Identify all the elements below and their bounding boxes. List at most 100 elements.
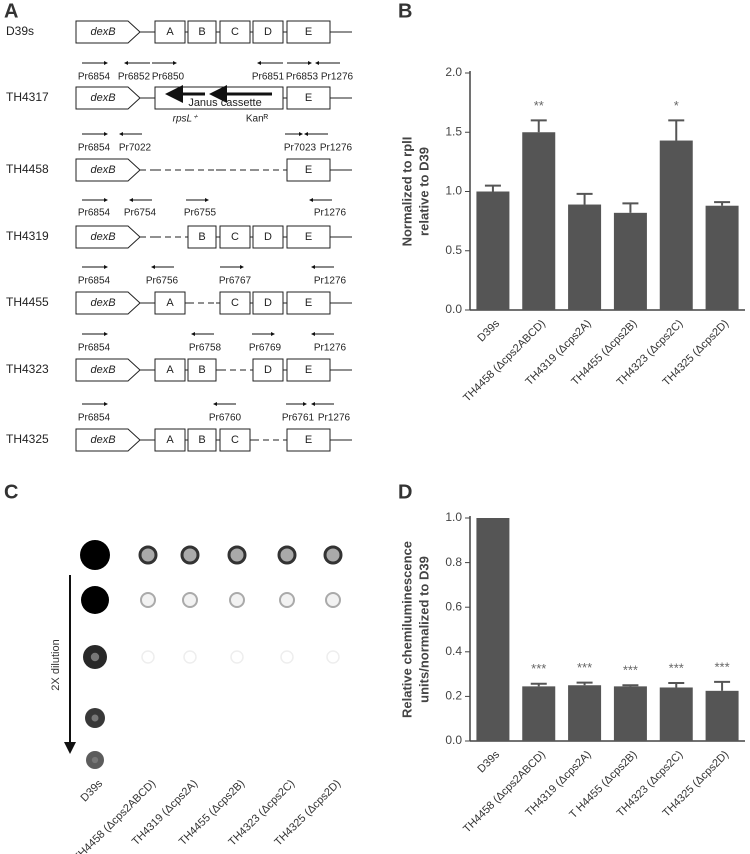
significance: *** [623,663,638,678]
construct-name: TH4458 [6,162,49,176]
panel-label: B [398,0,412,22]
gene-box [219,291,251,315]
dexb-gene [75,225,141,249]
gene-label: dexB [90,434,115,446]
primer-label: Pr6854 [78,143,111,154]
gene-box [252,225,284,249]
blot-dot [227,545,247,565]
gene-box [252,291,284,315]
bar [568,204,602,310]
bar [476,191,510,310]
gene-label: dexB [90,231,115,243]
significance: ** [534,98,544,113]
gene-label: D [264,231,272,243]
blot-dot [325,592,341,608]
primer-label: Pr7022 [119,143,152,154]
gene-label: E [305,231,312,243]
primer-label: Pr1276 [314,276,347,287]
y-axis-label: Relative chemiluminescence [399,541,414,718]
primer-label: Pr6767 [219,276,252,287]
gene-label: dexB [90,297,115,309]
gene-box [252,358,284,382]
primer-label: Pr1276 [318,413,351,424]
gene-label: D [264,364,272,376]
primer-label: Pr6769 [249,343,282,354]
panel-label: A [4,0,18,22]
marker-label: Kanᴿ [246,114,269,125]
gene-box [286,291,331,315]
construct-name: TH4323 [6,362,49,376]
gene-label: E [305,434,312,446]
gene-box [286,358,331,382]
primer-label: Pr6756 [146,276,179,287]
primer-label: Pr6854 [78,413,111,424]
construct-name: TH4325 [6,432,49,446]
y-tick-label: 2.0 [445,65,462,79]
y-tick-label: 0.8 [445,555,462,569]
gene-label: dexB [90,92,115,104]
blot-dot [183,650,197,664]
gene-box [219,428,251,452]
dexb-gene [75,86,141,110]
lane-label: D39s [79,777,106,804]
significance: *** [531,661,546,676]
blot-dot [180,545,200,565]
y-axis-label: relative to D39 [416,147,431,236]
y-tick-label: 0.5 [445,243,462,257]
gene-box [187,428,217,452]
gene-label: A [166,26,174,38]
gene-box [219,225,251,249]
blot-dot-center [90,652,100,662]
blot-dot [326,650,340,664]
y-tick-label: 1.5 [445,124,462,138]
gene-box [187,358,217,382]
gene-label: E [305,297,312,309]
gene-label: B [198,231,205,243]
bar [568,685,602,741]
blot-dot [230,650,244,664]
bar [705,205,739,310]
primer-label: Pr6754 [124,208,157,219]
gene-label: dexB [90,164,115,176]
bar [659,140,693,310]
primer-label: Pr1276 [321,72,354,83]
cassette-label: Janus cassette [188,97,261,109]
gene-box [187,225,217,249]
blot-dot [323,545,343,565]
y-tick-label: 1.0 [445,184,462,198]
x-tick-label: TH4458 (Δcps2ABCD) [461,749,548,836]
y-axis-label: units/normalized to D39 [416,556,431,703]
gene-label: E [305,364,312,376]
y-tick-label: 0.0 [445,302,462,316]
gene-label: C [231,26,239,38]
gene-label: A [166,364,174,376]
dexb-gene [75,428,141,452]
gene-label: E [305,164,312,176]
primer-label: Pr6758 [189,343,222,354]
blot-dot [81,586,109,614]
construct-name: TH4455 [6,295,49,309]
gene-box [154,291,186,315]
blot-dot [229,592,245,608]
gene-box [154,358,186,382]
blot-dot [277,545,297,565]
dexb-gene [75,358,141,382]
dexb-gene [75,158,141,182]
blot-dot [280,650,294,664]
gene-label: dexB [90,26,115,38]
gene-box [154,20,186,44]
gene-box [187,20,217,44]
bar [613,686,647,741]
primer-label: Pr6761 [282,413,315,424]
dexb-gene [75,291,141,315]
blot-dot-center [91,756,99,764]
gene-box [219,20,251,44]
panel-label: D [398,481,412,503]
primer-label: Pr6755 [184,208,217,219]
primer-label: Pr7023 [284,143,317,154]
dilution-label: 2X dilution [50,639,62,690]
gene-label: D [264,26,272,38]
blot-dot [80,540,110,570]
blot-dot [140,592,156,608]
